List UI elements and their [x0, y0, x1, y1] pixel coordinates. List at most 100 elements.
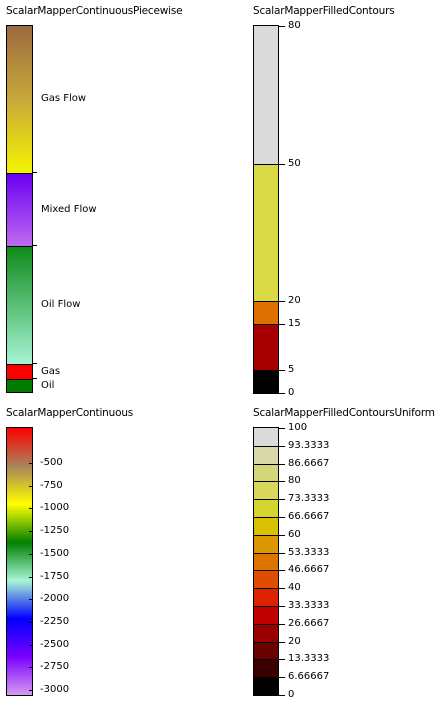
level-label-26-6667: 26.6667	[288, 618, 330, 629]
uniform-band	[254, 463, 278, 482]
band-20-50	[254, 164, 278, 301]
band-divider	[254, 677, 278, 678]
level-tick	[279, 446, 285, 447]
band-divider	[254, 553, 278, 554]
uniform-band	[254, 623, 278, 643]
filled-contours-title: ScalarMapperFilledContours	[253, 5, 395, 17]
segment-mixed-flow	[7, 174, 32, 247]
level-label-6-66667: 6.66667	[288, 671, 330, 682]
band-divider	[254, 588, 278, 589]
uniform-band	[254, 659, 278, 678]
level-label-53-3333: 53.3333	[288, 547, 330, 558]
level-tick	[279, 695, 285, 696]
band-divider	[254, 499, 278, 500]
uniform-band	[254, 481, 278, 500]
segment-divider	[7, 379, 32, 380]
level-tick	[279, 535, 285, 536]
level-tick	[279, 677, 285, 678]
value-tick	[29, 599, 33, 600]
level-label-73-3333: 73.3333	[288, 493, 330, 504]
level-tick	[279, 481, 285, 482]
band-divider	[254, 659, 278, 660]
segment-oil-flow	[7, 247, 32, 365]
boundary-tick	[33, 363, 37, 364]
boundary-tick	[33, 378, 37, 379]
level-tick	[279, 499, 285, 500]
band-divider	[254, 301, 278, 302]
value-label-750: -750	[40, 480, 63, 491]
level-tick	[279, 26, 285, 27]
level-label-86-6667: 86.6667	[288, 458, 330, 469]
level-label-40: 40	[288, 582, 301, 593]
segment-divider	[7, 246, 32, 247]
filled-contours-color-bar	[253, 25, 279, 394]
value-tick	[29, 463, 33, 464]
level-tick	[279, 588, 285, 589]
uniform-band	[254, 641, 278, 660]
level-tick	[279, 428, 285, 429]
band-divider	[254, 606, 278, 607]
value-tick	[29, 622, 33, 623]
level-tick	[279, 570, 285, 571]
level-tick	[279, 606, 285, 607]
filled-contours-uniform-color-bar	[253, 427, 279, 696]
level-tick	[279, 301, 285, 302]
band-0-5	[254, 370, 278, 393]
value-tick	[29, 690, 33, 691]
value-label-500: -500	[40, 457, 63, 468]
level-label-100: 100	[288, 422, 308, 433]
level-tick	[279, 659, 285, 660]
level-label-60: 60	[288, 529, 301, 540]
level-tick	[279, 324, 285, 325]
band-divider	[254, 324, 278, 325]
boundary-tick	[33, 172, 37, 173]
band-divider	[254, 570, 278, 571]
uniform-band	[254, 428, 278, 447]
level-label-33-3333: 33.3333	[288, 600, 330, 611]
level-tick	[279, 393, 285, 394]
level-label-0: 0	[288, 387, 295, 398]
uniform-band	[254, 588, 278, 607]
segment-label-oil: Oil	[41, 380, 55, 391]
continuous-piecewise-color-bar	[6, 25, 33, 393]
uniform-band	[254, 445, 278, 465]
segment-oil	[7, 380, 32, 392]
level-tick	[279, 517, 285, 518]
segment-label-gas-flow: Gas Flow	[41, 93, 87, 104]
uniform-band	[254, 570, 278, 589]
value-tick	[29, 508, 33, 509]
uniform-band	[254, 552, 278, 571]
value-label-2750: -2750	[40, 661, 70, 672]
level-label-20: 20	[288, 636, 301, 647]
level-label-80: 80	[288, 20, 301, 31]
filled-contours-uniform-title: ScalarMapperFilledContoursUniform	[253, 407, 435, 419]
band-5-15	[254, 324, 278, 370]
value-label-1000: -1000	[40, 502, 70, 513]
value-tick	[29, 531, 33, 532]
value-label-2250: -2250	[40, 616, 70, 627]
band-divider	[254, 481, 278, 482]
value-tick	[29, 667, 33, 668]
level-label-46-6667: 46.6667	[288, 564, 330, 575]
level-tick	[279, 553, 285, 554]
level-label-93-3333: 93.3333	[288, 440, 330, 451]
segment-divider	[7, 173, 32, 174]
level-label-80: 80	[288, 475, 301, 486]
uniform-band	[254, 606, 278, 625]
level-tick	[279, 642, 285, 643]
value-tick	[29, 486, 33, 487]
level-tick	[279, 624, 285, 625]
value-label-2500: -2500	[40, 639, 70, 650]
continuous-panel: ScalarMapperContinuous -500 -750 -1000 -125…	[0, 0, 220, 705]
continuous-piecewise-title: ScalarMapperContinuousPiecewise	[6, 5, 183, 17]
level-label-50: 50	[288, 158, 301, 169]
value-tick	[29, 577, 33, 578]
band-divider	[254, 446, 278, 447]
value-label-2000: -2000	[40, 593, 70, 604]
boundary-tick	[33, 245, 37, 246]
level-label-20: 20	[288, 295, 301, 306]
value-label-1500: -1500	[40, 548, 70, 559]
band-divider	[254, 164, 278, 165]
uniform-band	[254, 677, 278, 695]
